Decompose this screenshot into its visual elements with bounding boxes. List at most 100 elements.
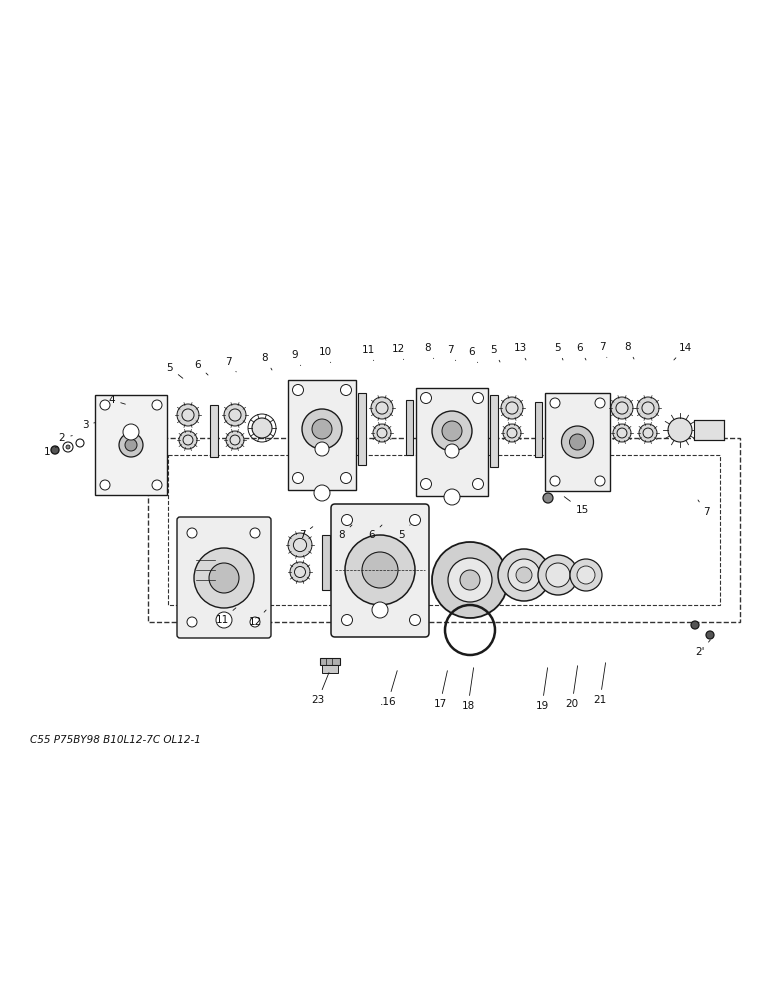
Text: 5: 5 bbox=[167, 363, 183, 378]
Bar bbox=[358, 393, 366, 465]
Circle shape bbox=[119, 433, 143, 457]
Text: 3: 3 bbox=[82, 420, 95, 430]
Circle shape bbox=[432, 411, 472, 451]
Circle shape bbox=[288, 533, 312, 557]
Text: 6: 6 bbox=[369, 525, 382, 540]
Bar bbox=[535, 402, 542, 457]
Circle shape bbox=[691, 621, 699, 629]
Circle shape bbox=[293, 473, 303, 484]
Circle shape bbox=[550, 476, 560, 486]
Bar bbox=[148, 438, 740, 622]
Circle shape bbox=[643, 428, 653, 438]
Text: 2': 2' bbox=[696, 640, 710, 657]
Circle shape bbox=[472, 392, 483, 403]
Circle shape bbox=[100, 400, 110, 410]
Bar bbox=[288, 380, 356, 490]
Text: 5: 5 bbox=[398, 525, 410, 540]
Text: 5: 5 bbox=[555, 343, 563, 360]
Circle shape bbox=[409, 614, 421, 626]
Circle shape bbox=[372, 602, 388, 618]
Circle shape bbox=[376, 402, 388, 414]
Circle shape bbox=[706, 631, 714, 639]
Circle shape bbox=[194, 548, 254, 608]
Circle shape bbox=[229, 409, 241, 421]
Bar bbox=[322, 665, 338, 673]
Circle shape bbox=[550, 398, 560, 408]
Circle shape bbox=[668, 418, 692, 442]
Text: 8: 8 bbox=[625, 342, 634, 359]
Text: 7: 7 bbox=[225, 357, 236, 372]
Circle shape bbox=[445, 444, 459, 458]
Circle shape bbox=[76, 439, 84, 447]
Circle shape bbox=[314, 485, 330, 501]
Text: 21: 21 bbox=[594, 663, 607, 705]
Circle shape bbox=[294, 566, 306, 578]
Circle shape bbox=[616, 402, 628, 414]
Text: 2: 2 bbox=[59, 433, 73, 443]
Text: 19: 19 bbox=[535, 668, 549, 711]
Bar bbox=[168, 455, 720, 605]
Circle shape bbox=[345, 535, 415, 605]
Circle shape bbox=[432, 542, 508, 618]
Text: .16: .16 bbox=[380, 671, 398, 707]
Circle shape bbox=[63, 442, 73, 452]
Text: 17: 17 bbox=[433, 671, 448, 709]
Circle shape bbox=[642, 402, 654, 414]
Text: 4: 4 bbox=[109, 395, 125, 405]
Circle shape bbox=[224, 404, 246, 426]
Circle shape bbox=[639, 424, 657, 442]
Circle shape bbox=[516, 567, 532, 583]
Circle shape bbox=[595, 476, 605, 486]
Circle shape bbox=[538, 555, 578, 595]
Text: 8: 8 bbox=[425, 343, 434, 359]
Circle shape bbox=[561, 426, 594, 458]
Circle shape bbox=[179, 431, 197, 449]
Text: 11: 11 bbox=[215, 608, 236, 625]
Circle shape bbox=[230, 435, 240, 445]
Circle shape bbox=[501, 397, 523, 419]
Circle shape bbox=[442, 421, 462, 441]
Bar bbox=[416, 388, 488, 496]
Circle shape bbox=[611, 397, 633, 419]
Bar bbox=[210, 405, 218, 457]
Text: 18: 18 bbox=[462, 668, 475, 711]
Text: C55 P75BY98 B10L12-7C OL12-1: C55 P75BY98 B10L12-7C OL12-1 bbox=[30, 735, 201, 745]
Circle shape bbox=[444, 489, 460, 505]
Circle shape bbox=[290, 562, 310, 582]
Text: 7: 7 bbox=[447, 345, 455, 361]
Circle shape bbox=[226, 431, 244, 449]
Circle shape bbox=[543, 493, 553, 503]
Bar bbox=[545, 393, 610, 491]
Circle shape bbox=[302, 409, 342, 449]
Text: 5: 5 bbox=[491, 345, 500, 362]
Circle shape bbox=[293, 538, 306, 552]
Circle shape bbox=[341, 614, 353, 626]
Circle shape bbox=[595, 398, 605, 408]
Circle shape bbox=[250, 617, 260, 627]
Text: 12: 12 bbox=[391, 344, 405, 360]
Circle shape bbox=[216, 612, 232, 628]
Bar bbox=[320, 658, 340, 665]
Circle shape bbox=[66, 445, 70, 449]
FancyBboxPatch shape bbox=[177, 517, 271, 638]
Circle shape bbox=[613, 424, 631, 442]
Circle shape bbox=[340, 384, 351, 395]
Circle shape bbox=[570, 434, 585, 450]
Bar bbox=[95, 395, 167, 495]
Text: 7: 7 bbox=[698, 500, 709, 517]
Bar bbox=[490, 395, 498, 467]
Circle shape bbox=[546, 563, 570, 587]
Circle shape bbox=[421, 479, 432, 489]
Circle shape bbox=[637, 397, 659, 419]
Circle shape bbox=[125, 439, 137, 451]
Text: 6: 6 bbox=[195, 360, 208, 375]
Bar bbox=[322, 535, 330, 590]
Circle shape bbox=[507, 428, 517, 438]
Circle shape bbox=[250, 528, 260, 538]
Circle shape bbox=[152, 400, 162, 410]
Text: 14: 14 bbox=[674, 343, 692, 360]
Circle shape bbox=[187, 528, 197, 538]
Circle shape bbox=[617, 428, 627, 438]
Text: 20: 20 bbox=[565, 666, 578, 709]
Circle shape bbox=[570, 559, 602, 591]
